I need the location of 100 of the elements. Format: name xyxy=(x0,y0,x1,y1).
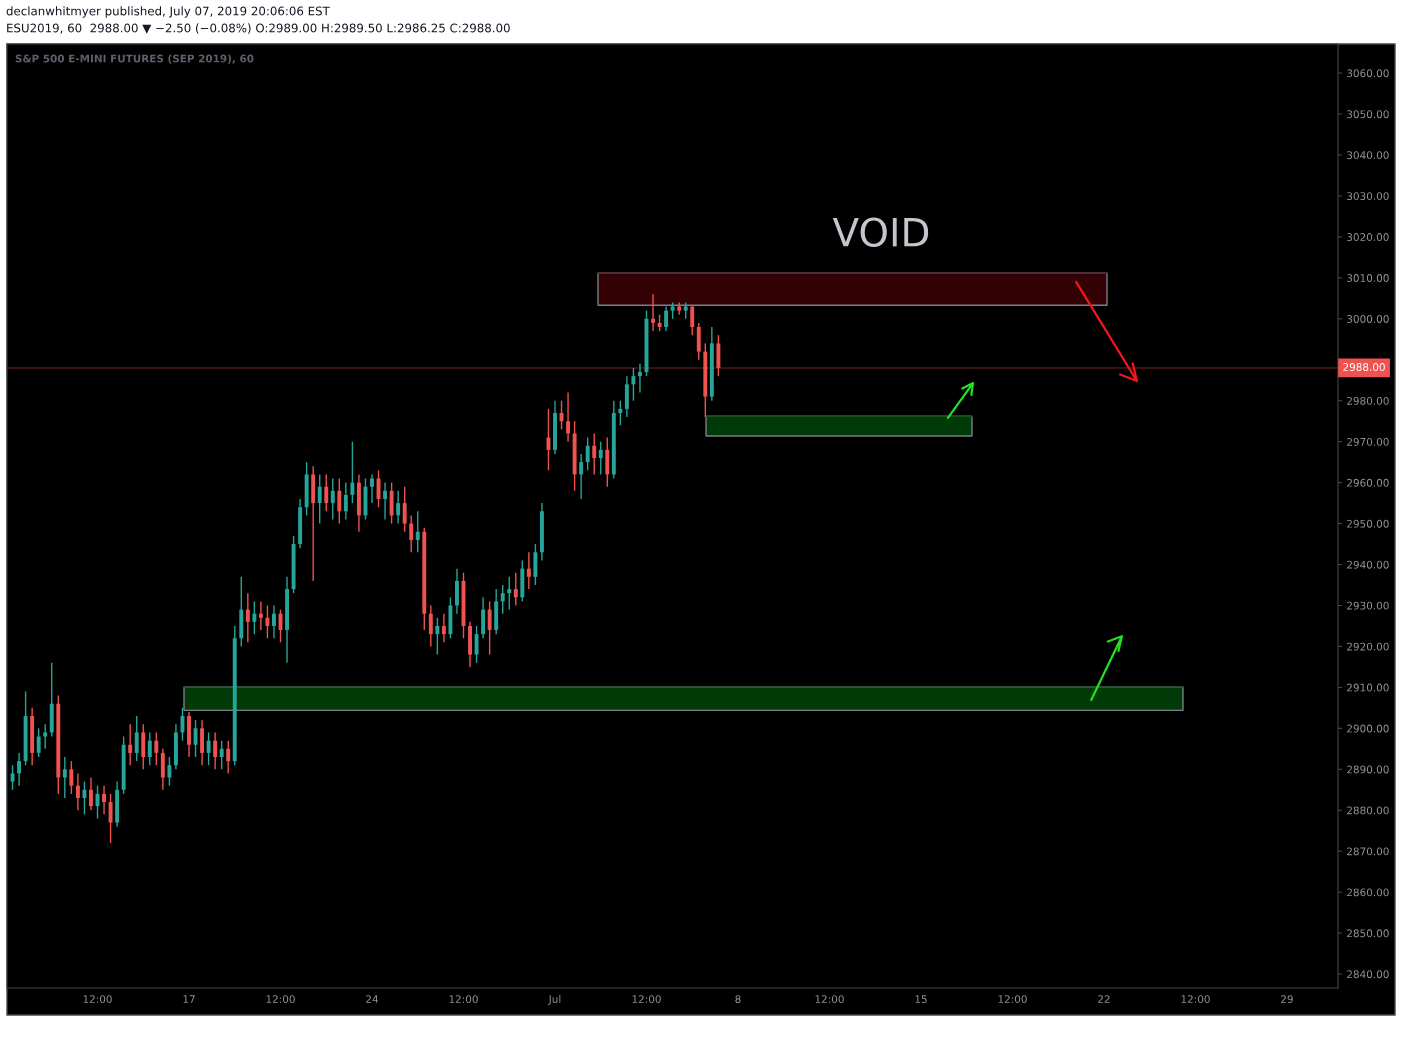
y-tick-label: 3050.00 xyxy=(1347,110,1389,119)
candlestick xyxy=(592,432,597,476)
candlestick xyxy=(343,481,348,521)
y-tick-label: 3010.00 xyxy=(1347,274,1389,282)
y-tick-label: 3030.00 xyxy=(1347,192,1389,201)
x-tick-label: 12:00 xyxy=(815,995,844,1004)
y-tick-label: 2860.00 xyxy=(1347,888,1389,897)
candlestick xyxy=(213,731,218,770)
candlestick xyxy=(677,301,682,316)
x-tick-label: 22 xyxy=(1098,995,1110,1003)
y-tick-label: 2890.00 xyxy=(1347,765,1389,774)
candlestick xyxy=(396,490,401,525)
x-tick-label: 15 xyxy=(915,995,927,1004)
candlestick xyxy=(370,473,374,504)
candlestick xyxy=(500,584,505,615)
candlestick xyxy=(102,784,106,816)
candlestick xyxy=(664,305,669,332)
ref-line-label: 2988.00 xyxy=(1343,363,1385,371)
y-tick-label: 2850.00 xyxy=(1347,929,1389,938)
x-tick-label: 24 xyxy=(366,995,379,1003)
candlestick xyxy=(690,305,695,336)
x-tick-label: 29 xyxy=(1281,995,1293,1004)
candlestick xyxy=(272,604,276,639)
candlestick xyxy=(474,625,479,664)
line-series xyxy=(1075,280,1139,383)
candlestick xyxy=(154,731,159,766)
annotation: VOID xyxy=(832,217,929,247)
y-tick-label: 2940.00 xyxy=(1347,560,1389,569)
candlestick xyxy=(651,293,655,332)
candlestick xyxy=(428,604,433,648)
candlestick xyxy=(566,391,571,443)
y-tick-label: 2910.00 xyxy=(1347,683,1389,692)
y-tick-label: 2870.00 xyxy=(1347,847,1389,856)
y-tick-label: 2930.00 xyxy=(1347,601,1389,610)
y-tick-label: 2900.00 xyxy=(1347,724,1389,733)
y-tick-label: 3000.00 xyxy=(1347,315,1389,323)
candlestick xyxy=(245,592,250,644)
y-tick-label: 3060.00 xyxy=(1347,69,1389,78)
x-tick-label: 8 xyxy=(735,995,741,1004)
y-tick-label: 2950.00 xyxy=(1347,519,1389,528)
candlestick xyxy=(82,780,87,816)
y-tick-label: 2880.00 xyxy=(1347,806,1389,815)
candlestick xyxy=(585,436,590,472)
candlestick xyxy=(415,510,420,553)
candlestick xyxy=(252,600,257,635)
candlestick xyxy=(62,756,67,799)
candlestick xyxy=(507,576,512,611)
y-tick-label: 2920.00 xyxy=(1347,642,1389,651)
y-tick-label: 3040.00 xyxy=(1347,151,1389,160)
line-series xyxy=(946,381,975,420)
candlestick xyxy=(75,772,80,811)
candlestick xyxy=(147,731,152,766)
x-tick-label: 12:00 xyxy=(266,995,295,1004)
candlestick xyxy=(409,514,414,553)
x-tick-label: Jul xyxy=(548,994,561,1005)
x-tick-label: 17 xyxy=(183,995,195,1003)
candlestick xyxy=(108,793,113,844)
y-tick-label: 2980.00 xyxy=(1347,396,1389,405)
candlestick xyxy=(598,440,603,476)
candlestick xyxy=(546,408,551,472)
x-tick-label: 12:00 xyxy=(449,995,478,1004)
candlestick xyxy=(618,400,623,426)
y-tick-label: 2970.00 xyxy=(1347,437,1389,446)
candlestick xyxy=(43,723,48,750)
chart-subtitle: ESU2019, 60 2988.00 ▼ −2.50 (−0.08%) O:2989.00 H:2989.50 L:2986.25 C:2988.00 xyxy=(7,23,510,34)
candlestick xyxy=(69,760,74,795)
candlestick xyxy=(17,752,22,787)
y-tick-label: 2960.00 xyxy=(1347,478,1389,487)
x-tick-label: 12:00 xyxy=(998,995,1027,1004)
candlestick xyxy=(487,600,492,656)
x-tick-label: 12:00 xyxy=(83,995,112,1004)
x-tick-label: 12:00 xyxy=(632,995,661,1004)
candlestick xyxy=(324,473,329,512)
candlestick xyxy=(128,723,133,766)
candlestick xyxy=(89,776,93,811)
candlestick xyxy=(134,715,139,762)
candlestick xyxy=(435,617,440,656)
candlestick xyxy=(317,473,322,525)
candlestick xyxy=(631,367,636,402)
candlestick xyxy=(383,481,388,521)
candlestick xyxy=(402,486,407,533)
candlestick xyxy=(337,477,342,525)
candlestick xyxy=(513,572,518,607)
candlestick xyxy=(638,363,642,394)
candlestick xyxy=(350,440,355,504)
x-tick-label: 12:00 xyxy=(1181,995,1210,1004)
y-tick-label: 3020.00 xyxy=(1347,233,1389,241)
text: declanwhitmyer published, July 07, 2019 20:06:06 EST xyxy=(6,6,330,18)
candlestick xyxy=(36,727,41,758)
line-series xyxy=(1090,635,1124,702)
candlestick xyxy=(526,551,531,590)
y-tick-label: 2840.00 xyxy=(1347,970,1389,979)
candlestick xyxy=(206,731,211,766)
candlestick xyxy=(219,739,224,770)
text: S&P 500 E-MINI FUTURES (SEP 2019), 60 xyxy=(15,54,254,64)
candlestick xyxy=(258,600,263,631)
candlestick xyxy=(226,739,231,775)
candlestick xyxy=(579,453,584,500)
candlestick xyxy=(265,604,270,639)
candlestick xyxy=(441,612,446,644)
